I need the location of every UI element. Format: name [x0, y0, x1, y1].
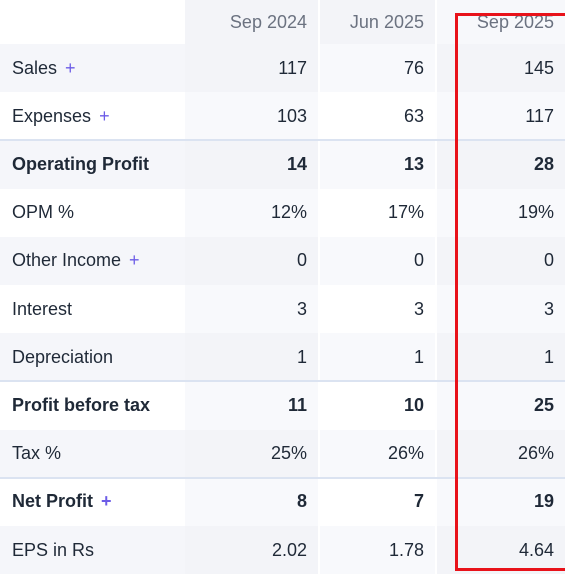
row-label[interactable]: Net Profit +	[0, 477, 185, 526]
highlight-box	[455, 13, 565, 571]
value-cell: 25	[437, 381, 565, 430]
row-label: Interest	[0, 285, 185, 334]
value-cell: 11	[185, 381, 318, 430]
value-cell: 8	[185, 477, 318, 526]
expand-button[interactable]: +	[129, 250, 140, 271]
row-label: Tax %	[0, 429, 185, 478]
value-cell: 3	[320, 285, 435, 334]
value-cell: 76	[320, 44, 435, 93]
row-separator	[0, 139, 565, 142]
value-cell: 2.02	[185, 526, 318, 574]
row-label: Profit before tax	[0, 381, 185, 430]
value-cell: 4.64	[437, 526, 565, 574]
value-cell: 19%	[437, 188, 565, 237]
value-cell: 1	[185, 333, 318, 382]
row-label: OPM %	[0, 188, 185, 237]
value-cell: 103	[185, 92, 318, 141]
row-separator	[0, 380, 565, 383]
column-header: Sep 2025	[437, 0, 565, 44]
row-label: Depreciation	[0, 333, 185, 382]
value-cell: 12%	[185, 188, 318, 237]
header-blank	[0, 0, 185, 44]
value-cell: 1	[437, 333, 565, 382]
row-label[interactable]: Other Income +	[0, 236, 185, 285]
value-cell: 1	[320, 333, 435, 382]
value-cell: 63	[320, 92, 435, 141]
value-cell: 10	[320, 381, 435, 430]
value-cell: 28	[437, 140, 565, 189]
value-cell: 19	[437, 477, 565, 526]
value-cell: 145	[437, 44, 565, 93]
row-label[interactable]: Sales +	[0, 44, 185, 93]
value-cell: 7	[320, 477, 435, 526]
expand-button[interactable]: +	[99, 105, 110, 126]
expand-button[interactable]: +	[65, 57, 76, 78]
value-cell: 14	[185, 140, 318, 189]
expand-button[interactable]: +	[101, 491, 112, 512]
value-cell: 0	[185, 236, 318, 285]
value-cell: 117	[185, 44, 318, 93]
column-header: Jun 2025	[320, 0, 435, 44]
row-label: Operating Profit	[0, 140, 185, 189]
value-cell: 3	[185, 285, 318, 334]
value-cell: 26%	[437, 429, 565, 478]
value-cell: 117	[437, 92, 565, 141]
row-label[interactable]: Expenses +	[0, 92, 185, 141]
row-separator	[0, 476, 565, 479]
value-cell: 25%	[185, 429, 318, 478]
value-cell: 0	[320, 236, 435, 285]
row-label: EPS in Rs	[0, 526, 185, 574]
value-cell: 3	[437, 285, 565, 334]
value-cell: 0	[437, 236, 565, 285]
value-cell: 17%	[320, 188, 435, 237]
column-header: Sep 2024	[185, 0, 318, 44]
value-cell: 26%	[320, 429, 435, 478]
value-cell: 13	[320, 140, 435, 189]
value-cell: 1.78	[320, 526, 435, 574]
